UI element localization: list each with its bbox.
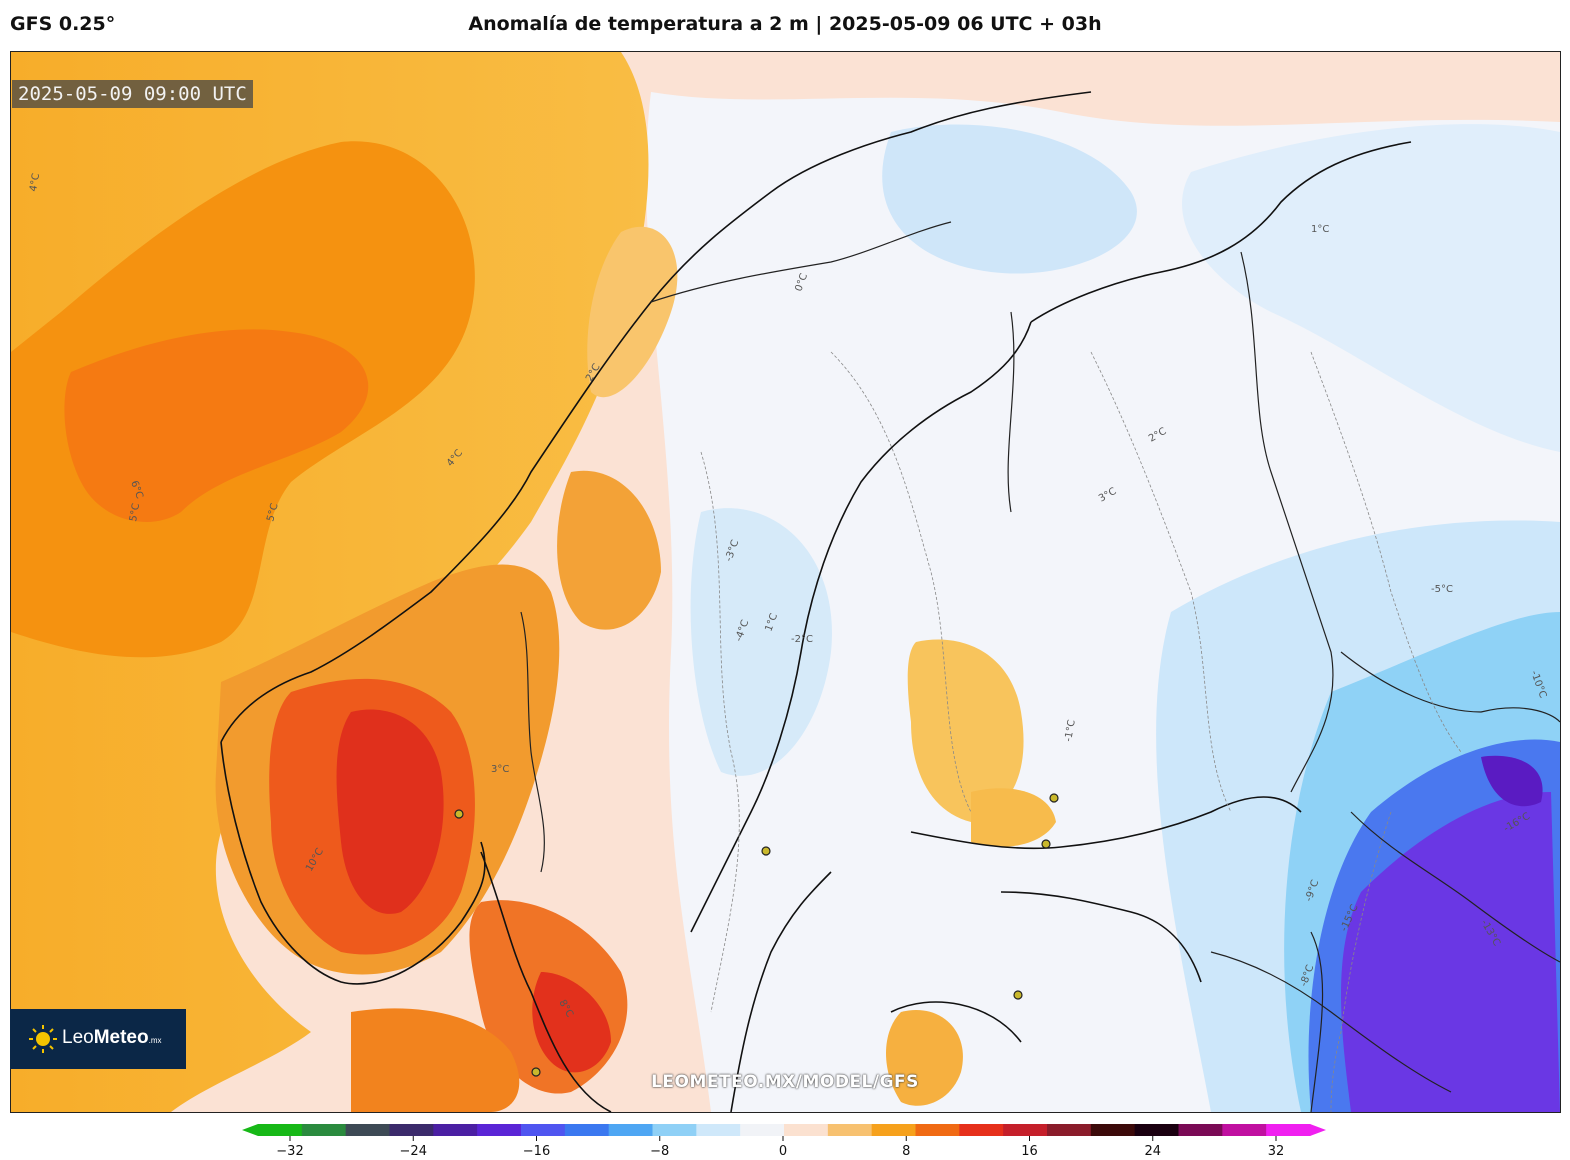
contour-lines xyxy=(700,351,1462,1112)
hot-south-sweden xyxy=(532,972,611,1073)
colorbar-swatch xyxy=(345,1124,390,1136)
colorbar-tick-label: 24 xyxy=(1144,1144,1162,1159)
colorbar-swatch xyxy=(959,1124,1004,1136)
city-marker-copenhagen xyxy=(531,1067,541,1077)
colorbar-swatch xyxy=(1222,1124,1267,1136)
colorbar-swatch xyxy=(1003,1124,1048,1136)
colorbar-tick-label: 16 xyxy=(1021,1144,1038,1159)
colorbar-swatch xyxy=(1178,1124,1223,1136)
valid-time-badge: 2025-05-09 09:00 UTC xyxy=(12,80,253,108)
colorbar-swatch xyxy=(477,1124,522,1136)
colorbar-swatch xyxy=(433,1124,478,1136)
cool-patch-sweden xyxy=(690,508,832,776)
contour-label: -5°C xyxy=(1431,584,1453,595)
colorbar-swatch xyxy=(784,1124,829,1136)
contour-label: 4°C xyxy=(28,173,42,193)
colorbar-ticks xyxy=(289,1136,1277,1141)
colorbar-swatch xyxy=(521,1124,566,1136)
colorbar-tick-label: −32 xyxy=(276,1144,304,1159)
colorbar-swatch xyxy=(1090,1124,1136,1136)
colorbar-tick-label: −16 xyxy=(522,1144,551,1159)
brand-logo[interactable]: LeoMeteo.mx xyxy=(10,1009,186,1069)
brand-name: LeoMeteo.mx xyxy=(62,1027,162,1048)
coastlines xyxy=(220,91,1412,1112)
warm-finland-south xyxy=(971,788,1056,847)
very-cold-zone xyxy=(1341,792,1560,1112)
warm-finland-patch xyxy=(907,639,1024,822)
warm-ocean-inner xyxy=(64,329,369,522)
city-markers xyxy=(454,793,1059,1077)
colorbar-segments xyxy=(258,1124,1311,1136)
watermark: LEOMETEO.MX/MODEL/GFS xyxy=(651,1072,919,1092)
city-marker-riga xyxy=(1013,990,1023,1000)
warm-denmark xyxy=(351,1008,520,1112)
contour-label: 3°C xyxy=(491,764,509,775)
colorbar-tick-label: 32 xyxy=(1267,1144,1285,1159)
colorbar-swatch xyxy=(827,1124,873,1136)
colorbar-swatch xyxy=(564,1124,610,1136)
colorbar-tick-label: 0 xyxy=(778,1144,788,1159)
city-marker-oslo xyxy=(454,809,464,819)
colorbar-swatch xyxy=(652,1124,697,1136)
colorbar-swatch xyxy=(871,1124,916,1136)
colorbar-swatch xyxy=(389,1124,434,1136)
colorbar-tick-label: −24 xyxy=(399,1144,427,1159)
colorbar-swatch xyxy=(915,1124,960,1136)
city-marker-helsinki xyxy=(1049,793,1059,803)
city-marker-stockholm xyxy=(761,846,771,856)
hot-norway-core xyxy=(336,709,444,914)
map-title: Anomalía de temperatura a 2 m | 2025-05-… xyxy=(468,13,1102,35)
anomaly-map[interactable]: 4°C 5°C 6°C 5°C 4°C 2°C 3°C 1°C 0°C -1°C… xyxy=(10,51,1561,1113)
contour-label: 1°C xyxy=(1311,224,1329,235)
very-cold-core xyxy=(1481,755,1543,807)
warm-estonia xyxy=(886,1010,963,1106)
warm-orange-sweden xyxy=(557,470,661,630)
map-canvas: 4°C 5°C 6°C 5°C 4°C 2°C 3°C 1°C 0°C -1°C… xyxy=(11,52,1560,1112)
warm-norway-north xyxy=(587,226,678,398)
cool-patch-finland xyxy=(1182,124,1560,452)
colorbar-swatch xyxy=(740,1124,785,1136)
colorbar-swatch xyxy=(1266,1124,1311,1136)
model-label: GFS 0.25° xyxy=(10,13,116,35)
borders xyxy=(520,221,1560,1112)
colorbar-min-arrow xyxy=(242,1124,258,1136)
colorbar-swatch xyxy=(301,1124,347,1136)
colorbar-swatch xyxy=(258,1124,303,1136)
contour-label: 5°C xyxy=(265,502,280,523)
colorbar-swatch xyxy=(1134,1124,1179,1136)
sun-icon xyxy=(29,1025,57,1053)
colorbar-tick-label: −8 xyxy=(650,1144,670,1159)
colorbar-swatch xyxy=(1047,1124,1092,1136)
colorbar-swatch xyxy=(608,1124,653,1136)
colorbar xyxy=(242,1124,1326,1141)
colorbar-tick-label: 8 xyxy=(902,1144,911,1159)
cool-patch-north xyxy=(882,124,1137,274)
contour-label: -2°C xyxy=(791,634,813,645)
city-marker-tallinn xyxy=(1041,839,1051,849)
contour-label: 5°C xyxy=(128,503,142,523)
colorbar-max-arrow xyxy=(1310,1124,1326,1136)
colorbar-swatch xyxy=(696,1124,741,1136)
contour-label: -1°C xyxy=(1063,719,1078,743)
